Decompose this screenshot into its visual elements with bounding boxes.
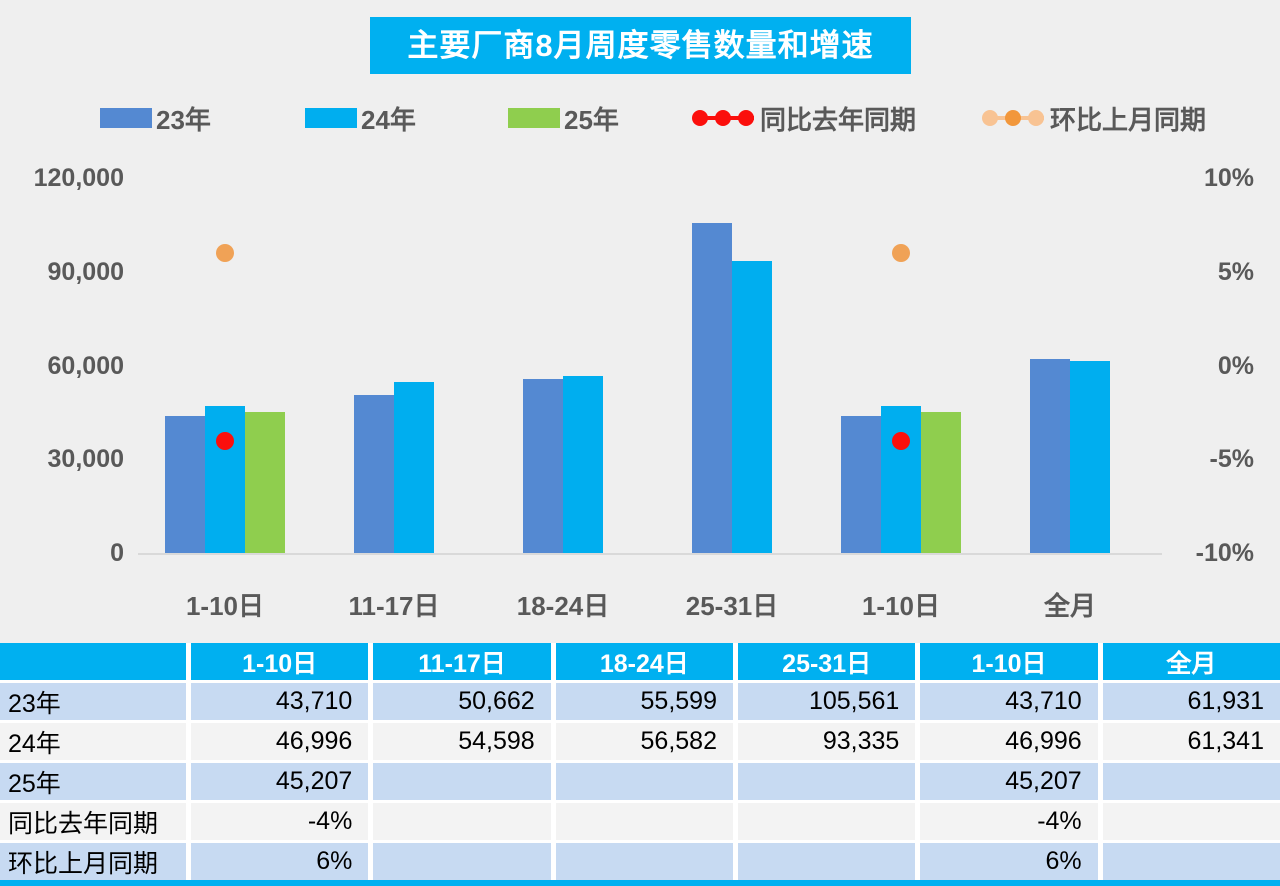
table-cell-25年-11-17日 [373, 763, 551, 800]
table-header-empty [0, 643, 186, 680]
table-cell-25年-18-24日 [555, 763, 733, 800]
legend-item-5: 环比上月同期 [982, 98, 1206, 138]
bar-25年-1-10日 [245, 411, 285, 553]
table-row-label-25年: 25年 [0, 763, 186, 800]
bar-23年-11-17日 [354, 394, 394, 553]
table-bottom-accent-bar [0, 880, 1280, 886]
legend-swatch-icon [305, 108, 357, 128]
table-cell-23年-25-31日: 105,561 [737, 683, 916, 720]
table-header-1-10日: 1-10日 [191, 643, 369, 680]
table-header-18-24日: 18-24日 [555, 643, 733, 680]
legend: 23年 24年 25年 同比去年同期 环比上月同期 [0, 98, 1280, 138]
table-header-全月: 全月 [1102, 643, 1280, 680]
y-left-tick: 90,000 [47, 257, 124, 286]
table-cell-23年-1-10日: 43,710 [920, 683, 1098, 720]
x-axis-label-18-24日: 18-24日 [516, 591, 610, 621]
table-cell-23年-18-24日: 55,599 [555, 683, 733, 720]
y-right-tick: 5% [1217, 257, 1254, 286]
table-cell-24年-1-10日: 46,996 [191, 723, 369, 760]
chart-title: 主要厂商8月周度零售数量和增速 [370, 17, 911, 74]
bar-24年-11-17日 [394, 382, 434, 553]
table-cell-同比去年同期-25-31日 [737, 803, 916, 840]
table-cell-24年-全月: 61,341 [1102, 723, 1280, 760]
table-header-25-31日: 25-31日 [737, 643, 916, 680]
table-cell-25年-1-10日: 45,207 [191, 763, 369, 800]
table-cell-环比上月同期-全月 [1102, 843, 1280, 880]
x-axis-label-1-10日: 1-10日 [861, 591, 941, 621]
table-cell-25年-全月 [1102, 763, 1280, 800]
table-row-label-23年: 23年 [0, 683, 186, 720]
bar-25年-1-10日 [921, 411, 961, 553]
table-cell-环比上月同期-1-10日: 6% [191, 843, 369, 880]
table-row-label-同比去年同期: 同比去年同期 [0, 803, 186, 840]
table-cell-同比去年同期-11-17日 [373, 803, 551, 840]
dot-环比上月同期-1-10日 [892, 244, 910, 262]
y-left-tick: 120,000 [33, 164, 124, 192]
legend-swatch-icon [508, 108, 560, 128]
bar-23年-1-10日 [841, 416, 881, 553]
x-axis-label-25-31日: 25-31日 [685, 591, 779, 621]
table-cell-同比去年同期-全月 [1102, 803, 1280, 840]
legend-dotline-icon [982, 108, 1046, 128]
bar-23年-1-10日 [165, 416, 205, 553]
x-axis-label-11-17日: 11-17日 [348, 591, 440, 621]
table-cell-24年-25-31日: 93,335 [737, 723, 916, 760]
legend-label: 23年 [156, 104, 211, 135]
table-cell-同比去年同期-1-10日: -4% [920, 803, 1098, 840]
table-cell-25年-1-10日: 45,207 [920, 763, 1098, 800]
y-right-tick: 0% [1217, 351, 1254, 380]
legend-item-4: 同比去年同期 [692, 98, 916, 138]
bar-23年-全月 [1030, 359, 1070, 553]
x-axis-line [138, 553, 1162, 555]
bar-24年-全月 [1070, 361, 1110, 553]
table-header-1-10日: 1-10日 [920, 643, 1098, 680]
table-header-11-17日: 11-17日 [373, 643, 551, 680]
chart-area: 120,000 90,000 60,000 30,000 0 10% 5% 0% -5% -10… [0, 140, 1280, 640]
table-cell-24年-18-24日: 56,582 [555, 723, 733, 760]
data-table: 1-10日 11-17日 18-24日 25-31日 1-10日 全月 23年 43,710 5… [0, 643, 1280, 880]
dot-环比上月同期-1-10日 [216, 244, 234, 262]
legend-swatch-icon [100, 108, 152, 128]
legend-dotline-icon [692, 108, 756, 128]
bar-23年-18-24日 [523, 379, 563, 553]
legend-item-3: 25年 [508, 98, 619, 138]
table-cell-同比去年同期-18-24日 [555, 803, 733, 840]
x-axis-label-1-10日: 1-10日 [185, 591, 265, 621]
table-cell-23年-1-10日: 43,710 [191, 683, 369, 720]
table-row-label-24年: 24年 [0, 723, 186, 760]
legend-item-1: 23年 [100, 98, 211, 138]
bar-24年-1-10日 [205, 406, 245, 553]
y-left-tick: 60,000 [47, 351, 124, 380]
table-cell-环比上月同期-1-10日: 6% [920, 843, 1098, 880]
table-cell-环比上月同期-25-31日 [737, 843, 916, 880]
legend-label: 24年 [361, 104, 416, 135]
table-row-label-环比上月同期: 环比上月同期 [0, 843, 186, 880]
bar-23年-25-31日 [692, 223, 732, 553]
table-cell-环比上月同期-18-24日 [555, 843, 733, 880]
table-cell-24年-11-17日: 54,598 [373, 723, 551, 760]
table-cell-环比上月同期-11-17日 [373, 843, 551, 880]
bar-24年-1-10日 [881, 406, 921, 553]
table-cell-23年-全月: 61,931 [1102, 683, 1280, 720]
table-cell-同比去年同期-1-10日: -4% [191, 803, 369, 840]
dot-同比去年同期-1-10日 [216, 431, 234, 450]
bar-24年-18-24日 [563, 376, 603, 553]
table-cell-24年-1-10日: 46,996 [920, 723, 1098, 760]
legend-label: 25年 [564, 104, 619, 135]
y-right-tick: 10% [1203, 164, 1254, 192]
dot-同比去年同期-1-10日 [892, 431, 910, 450]
x-axis-label-全月: 全月 [1043, 591, 1096, 621]
table-cell-23年-11-17日: 50,662 [373, 683, 551, 720]
legend-label: 环比上月同期 [1050, 104, 1207, 135]
legend-item-2: 24年 [305, 98, 416, 138]
y-left-tick: 30,000 [47, 445, 124, 474]
y-left-tick: 0 [110, 539, 124, 567]
table-cell-25年-25-31日 [737, 763, 916, 800]
y-right-tick: -10% [1195, 539, 1254, 567]
y-right-tick: -5% [1209, 445, 1254, 474]
legend-label: 同比去年同期 [760, 104, 917, 135]
bar-24年-25-31日 [732, 261, 772, 553]
